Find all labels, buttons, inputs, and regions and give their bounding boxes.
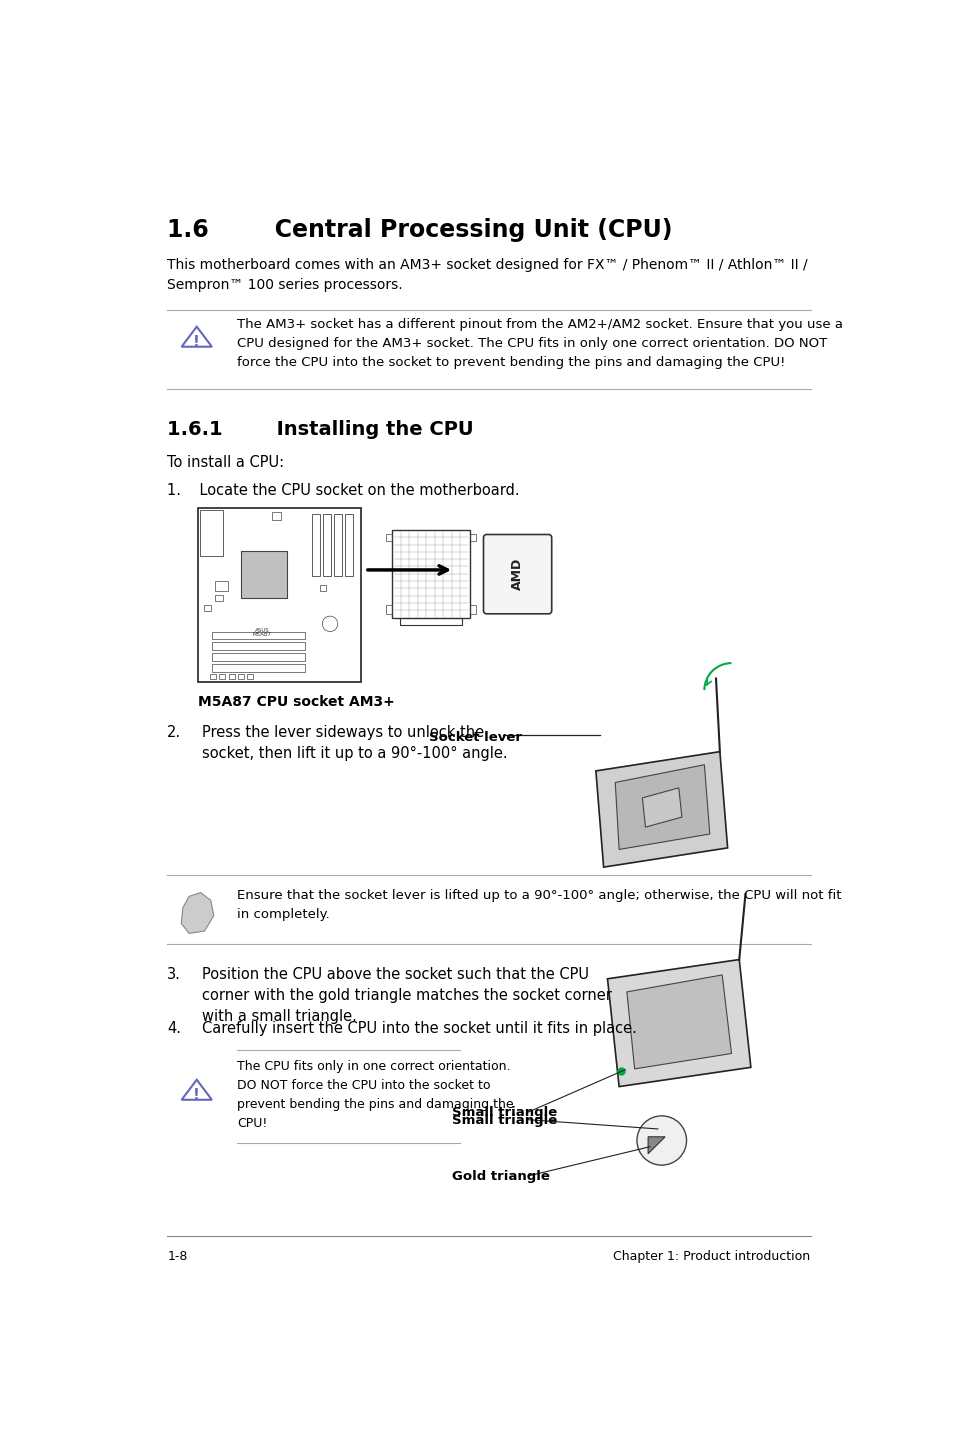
Text: M5A87 CPU socket AM3+: M5A87 CPU socket AM3+ bbox=[198, 696, 395, 709]
Text: ASUS: ASUS bbox=[254, 627, 269, 633]
Text: 3.: 3. bbox=[167, 967, 181, 982]
Bar bbox=[392, 530, 469, 619]
Bar bbox=[212, 632, 305, 639]
Polygon shape bbox=[607, 959, 750, 1087]
Bar bbox=[219, 674, 225, 679]
Polygon shape bbox=[596, 752, 727, 868]
Polygon shape bbox=[615, 765, 709, 849]
Bar bbox=[199, 510, 223, 556]
Bar bbox=[212, 643, 305, 650]
Text: 1-8: 1-8 bbox=[167, 1250, 188, 1263]
Bar bbox=[385, 604, 392, 614]
Bar bbox=[212, 664, 305, 672]
Bar bbox=[469, 534, 476, 541]
Bar bbox=[334, 514, 341, 576]
Polygon shape bbox=[647, 1137, 664, 1154]
Bar bbox=[210, 674, 216, 679]
Text: Press the lever sideways to unlock the
socket, then lift it up to a 90°-100° ang: Press the lever sideways to unlock the s… bbox=[202, 725, 507, 760]
Bar bbox=[272, 513, 281, 520]
FancyBboxPatch shape bbox=[483, 534, 551, 614]
Bar bbox=[241, 551, 287, 599]
Text: 2.: 2. bbox=[167, 725, 181, 740]
Circle shape bbox=[637, 1116, 686, 1166]
Text: 1.6.1        Installing the CPU: 1.6.1 Installing the CPU bbox=[167, 420, 474, 438]
Text: Small triangle: Small triangle bbox=[452, 1114, 558, 1127]
Text: Gold triangle: Gold triangle bbox=[452, 1170, 550, 1183]
Bar bbox=[385, 534, 392, 541]
Polygon shape bbox=[641, 788, 681, 828]
Text: The CPU fits only in one correct orientation.
DO NOT force the CPU into the sock: The CPU fits only in one correct orienta… bbox=[236, 1060, 513, 1130]
Bar bbox=[229, 674, 234, 679]
Text: !: ! bbox=[193, 335, 200, 351]
Bar bbox=[215, 594, 223, 601]
Polygon shape bbox=[626, 975, 731, 1068]
Bar bbox=[312, 514, 319, 576]
Text: 1.6        Central Processing Unit (CPU): 1.6 Central Processing Unit (CPU) bbox=[167, 218, 672, 242]
Polygon shape bbox=[181, 892, 213, 934]
Text: This motherboard comes with an AM3+ socket designed for FX™ / Phenom™ II / Athlo: This motherboard comes with an AM3+ sock… bbox=[167, 258, 807, 292]
Bar bbox=[319, 586, 326, 591]
Bar bbox=[204, 604, 211, 610]
Text: Position the CPU above the socket such that the CPU
corner with the gold triangl: Position the CPU above the socket such t… bbox=[202, 967, 612, 1024]
Bar bbox=[399, 619, 461, 624]
Text: Small triangle: Small triangle bbox=[452, 1106, 558, 1118]
Text: AMD: AMD bbox=[511, 558, 523, 590]
Bar bbox=[198, 508, 360, 682]
Text: Ensure that the socket lever is lifted up to a 90°-100° angle; otherwise, the CP: Ensure that the socket lever is lifted u… bbox=[236, 889, 841, 921]
Text: To install a CPU:: To install a CPU: bbox=[167, 455, 284, 470]
Bar bbox=[215, 581, 228, 591]
Text: 4.: 4. bbox=[167, 1021, 181, 1037]
Bar bbox=[212, 653, 305, 660]
Bar bbox=[323, 514, 331, 576]
Text: Carefully insert the CPU into the socket until it fits in place.: Carefully insert the CPU into the socket… bbox=[202, 1021, 637, 1037]
Bar bbox=[237, 674, 244, 679]
Bar bbox=[247, 674, 253, 679]
Text: The AM3+ socket has a different pinout from the AM2+/AM2 socket. Ensure that you: The AM3+ socket has a different pinout f… bbox=[236, 318, 842, 369]
Text: !: ! bbox=[193, 1088, 200, 1103]
Bar bbox=[469, 604, 476, 614]
Text: M5A87: M5A87 bbox=[253, 633, 271, 637]
Text: Chapter 1: Product introduction: Chapter 1: Product introduction bbox=[613, 1250, 810, 1263]
Text: 1.    Locate the CPU socket on the motherboard.: 1. Locate the CPU socket on the motherbo… bbox=[167, 483, 519, 498]
Bar bbox=[344, 514, 353, 576]
Text: Socket lever: Socket lever bbox=[429, 730, 521, 743]
